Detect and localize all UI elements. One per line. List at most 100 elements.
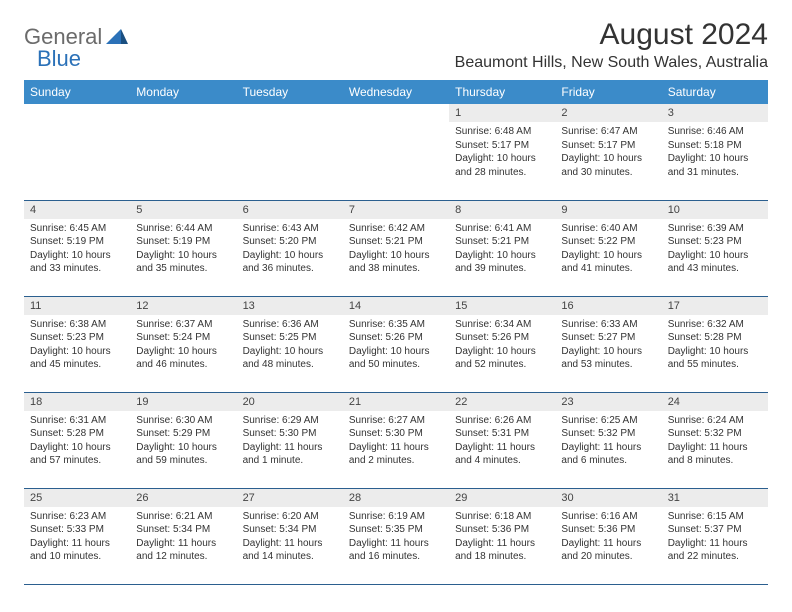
day-details: Sunrise: 6:35 AMSunset: 5:26 PMDaylight:…	[343, 315, 449, 378]
daylight-text: Daylight: 10 hours and 30 minutes.	[561, 152, 655, 179]
calendar-cell: 15Sunrise: 6:34 AMSunset: 5:26 PMDayligh…	[449, 296, 555, 392]
day-details: Sunrise: 6:41 AMSunset: 5:21 PMDaylight:…	[449, 219, 555, 282]
weekday-header: Friday	[555, 80, 661, 104]
sunset-text: Sunset: 5:25 PM	[243, 331, 337, 345]
calendar-cell: 16Sunrise: 6:33 AMSunset: 5:27 PMDayligh…	[555, 296, 661, 392]
day-details: Sunrise: 6:38 AMSunset: 5:23 PMDaylight:…	[24, 315, 130, 378]
sunrise-text: Sunrise: 6:46 AM	[668, 125, 762, 139]
sunrise-text: Sunrise: 6:42 AM	[349, 222, 443, 236]
daylight-text: Daylight: 10 hours and 35 minutes.	[136, 249, 230, 276]
sunrise-text: Sunrise: 6:34 AM	[455, 318, 549, 332]
sunset-text: Sunset: 5:32 PM	[668, 427, 762, 441]
day-number: 19	[130, 393, 236, 411]
day-number: 12	[130, 297, 236, 315]
sunrise-text: Sunrise: 6:47 AM	[561, 125, 655, 139]
day-number: 11	[24, 297, 130, 315]
day-number: 25	[24, 489, 130, 507]
sunrise-text: Sunrise: 6:43 AM	[243, 222, 337, 236]
sunset-text: Sunset: 5:26 PM	[455, 331, 549, 345]
calendar-cell: 2Sunrise: 6:47 AMSunset: 5:17 PMDaylight…	[555, 104, 661, 200]
day-number: 6	[237, 201, 343, 219]
day-number: 4	[24, 201, 130, 219]
sunset-text: Sunset: 5:20 PM	[243, 235, 337, 249]
day-details: Sunrise: 6:19 AMSunset: 5:35 PMDaylight:…	[343, 507, 449, 570]
daylight-text: Daylight: 10 hours and 45 minutes.	[30, 345, 124, 372]
day-details: Sunrise: 6:45 AMSunset: 5:19 PMDaylight:…	[24, 219, 130, 282]
daylight-text: Daylight: 11 hours and 22 minutes.	[668, 537, 762, 564]
calendar-cell: 28Sunrise: 6:19 AMSunset: 5:35 PMDayligh…	[343, 488, 449, 584]
day-details: Sunrise: 6:39 AMSunset: 5:23 PMDaylight:…	[662, 219, 768, 282]
calendar-table: SundayMondayTuesdayWednesdayThursdayFrid…	[24, 80, 768, 585]
day-details: Sunrise: 6:21 AMSunset: 5:34 PMDaylight:…	[130, 507, 236, 570]
calendar-cell: 24Sunrise: 6:24 AMSunset: 5:32 PMDayligh…	[662, 392, 768, 488]
sunrise-text: Sunrise: 6:36 AM	[243, 318, 337, 332]
sunset-text: Sunset: 5:21 PM	[349, 235, 443, 249]
calendar-cell: 31Sunrise: 6:15 AMSunset: 5:37 PMDayligh…	[662, 488, 768, 584]
day-details: Sunrise: 6:26 AMSunset: 5:31 PMDaylight:…	[449, 411, 555, 474]
sunset-text: Sunset: 5:34 PM	[243, 523, 337, 537]
daylight-text: Daylight: 11 hours and 4 minutes.	[455, 441, 549, 468]
sunrise-text: Sunrise: 6:25 AM	[561, 414, 655, 428]
daylight-text: Daylight: 10 hours and 39 minutes.	[455, 249, 549, 276]
calendar-cell: 18Sunrise: 6:31 AMSunset: 5:28 PMDayligh…	[24, 392, 130, 488]
day-details: Sunrise: 6:29 AMSunset: 5:30 PMDaylight:…	[237, 411, 343, 474]
daylight-text: Daylight: 11 hours and 2 minutes.	[349, 441, 443, 468]
day-details: Sunrise: 6:40 AMSunset: 5:22 PMDaylight:…	[555, 219, 661, 282]
sunrise-text: Sunrise: 6:15 AM	[668, 510, 762, 524]
calendar-cell: 4Sunrise: 6:45 AMSunset: 5:19 PMDaylight…	[24, 200, 130, 296]
day-number: 15	[449, 297, 555, 315]
calendar-week-row: 11Sunrise: 6:38 AMSunset: 5:23 PMDayligh…	[24, 296, 768, 392]
daylight-text: Daylight: 10 hours and 50 minutes.	[349, 345, 443, 372]
day-number: 31	[662, 489, 768, 507]
sunset-text: Sunset: 5:24 PM	[136, 331, 230, 345]
day-details: Sunrise: 6:18 AMSunset: 5:36 PMDaylight:…	[449, 507, 555, 570]
day-number: 30	[555, 489, 661, 507]
day-details: Sunrise: 6:36 AMSunset: 5:25 PMDaylight:…	[237, 315, 343, 378]
sunrise-text: Sunrise: 6:21 AM	[136, 510, 230, 524]
calendar-cell: 22Sunrise: 6:26 AMSunset: 5:31 PMDayligh…	[449, 392, 555, 488]
calendar-cell: 13Sunrise: 6:36 AMSunset: 5:25 PMDayligh…	[237, 296, 343, 392]
calendar-cell: 27Sunrise: 6:20 AMSunset: 5:34 PMDayligh…	[237, 488, 343, 584]
weekday-header: Wednesday	[343, 80, 449, 104]
daylight-text: Daylight: 11 hours and 20 minutes.	[561, 537, 655, 564]
calendar-cell: 25Sunrise: 6:23 AMSunset: 5:33 PMDayligh…	[24, 488, 130, 584]
sunset-text: Sunset: 5:30 PM	[349, 427, 443, 441]
day-number: 24	[662, 393, 768, 411]
sunrise-text: Sunrise: 6:38 AM	[30, 318, 124, 332]
day-details: Sunrise: 6:43 AMSunset: 5:20 PMDaylight:…	[237, 219, 343, 282]
sunset-text: Sunset: 5:28 PM	[668, 331, 762, 345]
sunrise-text: Sunrise: 6:18 AM	[455, 510, 549, 524]
calendar-cell	[237, 104, 343, 200]
day-number: 3	[662, 104, 768, 122]
sunset-text: Sunset: 5:21 PM	[455, 235, 549, 249]
day-number: 8	[449, 201, 555, 219]
sunrise-text: Sunrise: 6:20 AM	[243, 510, 337, 524]
calendar-body: 1Sunrise: 6:48 AMSunset: 5:17 PMDaylight…	[24, 104, 768, 584]
day-details: Sunrise: 6:48 AMSunset: 5:17 PMDaylight:…	[449, 122, 555, 185]
daylight-text: Daylight: 10 hours and 28 minutes.	[455, 152, 549, 179]
calendar-cell: 3Sunrise: 6:46 AMSunset: 5:18 PMDaylight…	[662, 104, 768, 200]
sunset-text: Sunset: 5:34 PM	[136, 523, 230, 537]
logo-triangle-icon	[106, 26, 128, 49]
sunset-text: Sunset: 5:17 PM	[455, 139, 549, 153]
daylight-text: Daylight: 11 hours and 6 minutes.	[561, 441, 655, 468]
title-block: August 2024 Beaumont Hills, New South Wa…	[455, 18, 768, 72]
day-number: 27	[237, 489, 343, 507]
logo-text-blue: Blue	[37, 46, 81, 72]
sunrise-text: Sunrise: 6:30 AM	[136, 414, 230, 428]
sunrise-text: Sunrise: 6:16 AM	[561, 510, 655, 524]
calendar-cell	[130, 104, 236, 200]
sunset-text: Sunset: 5:23 PM	[668, 235, 762, 249]
calendar-header-row: SundayMondayTuesdayWednesdayThursdayFrid…	[24, 80, 768, 104]
day-number: 13	[237, 297, 343, 315]
calendar-cell: 1Sunrise: 6:48 AMSunset: 5:17 PMDaylight…	[449, 104, 555, 200]
daylight-text: Daylight: 11 hours and 10 minutes.	[30, 537, 124, 564]
calendar-cell: 7Sunrise: 6:42 AMSunset: 5:21 PMDaylight…	[343, 200, 449, 296]
daylight-text: Daylight: 10 hours and 43 minutes.	[668, 249, 762, 276]
daylight-text: Daylight: 10 hours and 53 minutes.	[561, 345, 655, 372]
calendar-week-row: 4Sunrise: 6:45 AMSunset: 5:19 PMDaylight…	[24, 200, 768, 296]
day-number: 21	[343, 393, 449, 411]
sunrise-text: Sunrise: 6:26 AM	[455, 414, 549, 428]
sunset-text: Sunset: 5:29 PM	[136, 427, 230, 441]
sunset-text: Sunset: 5:28 PM	[30, 427, 124, 441]
